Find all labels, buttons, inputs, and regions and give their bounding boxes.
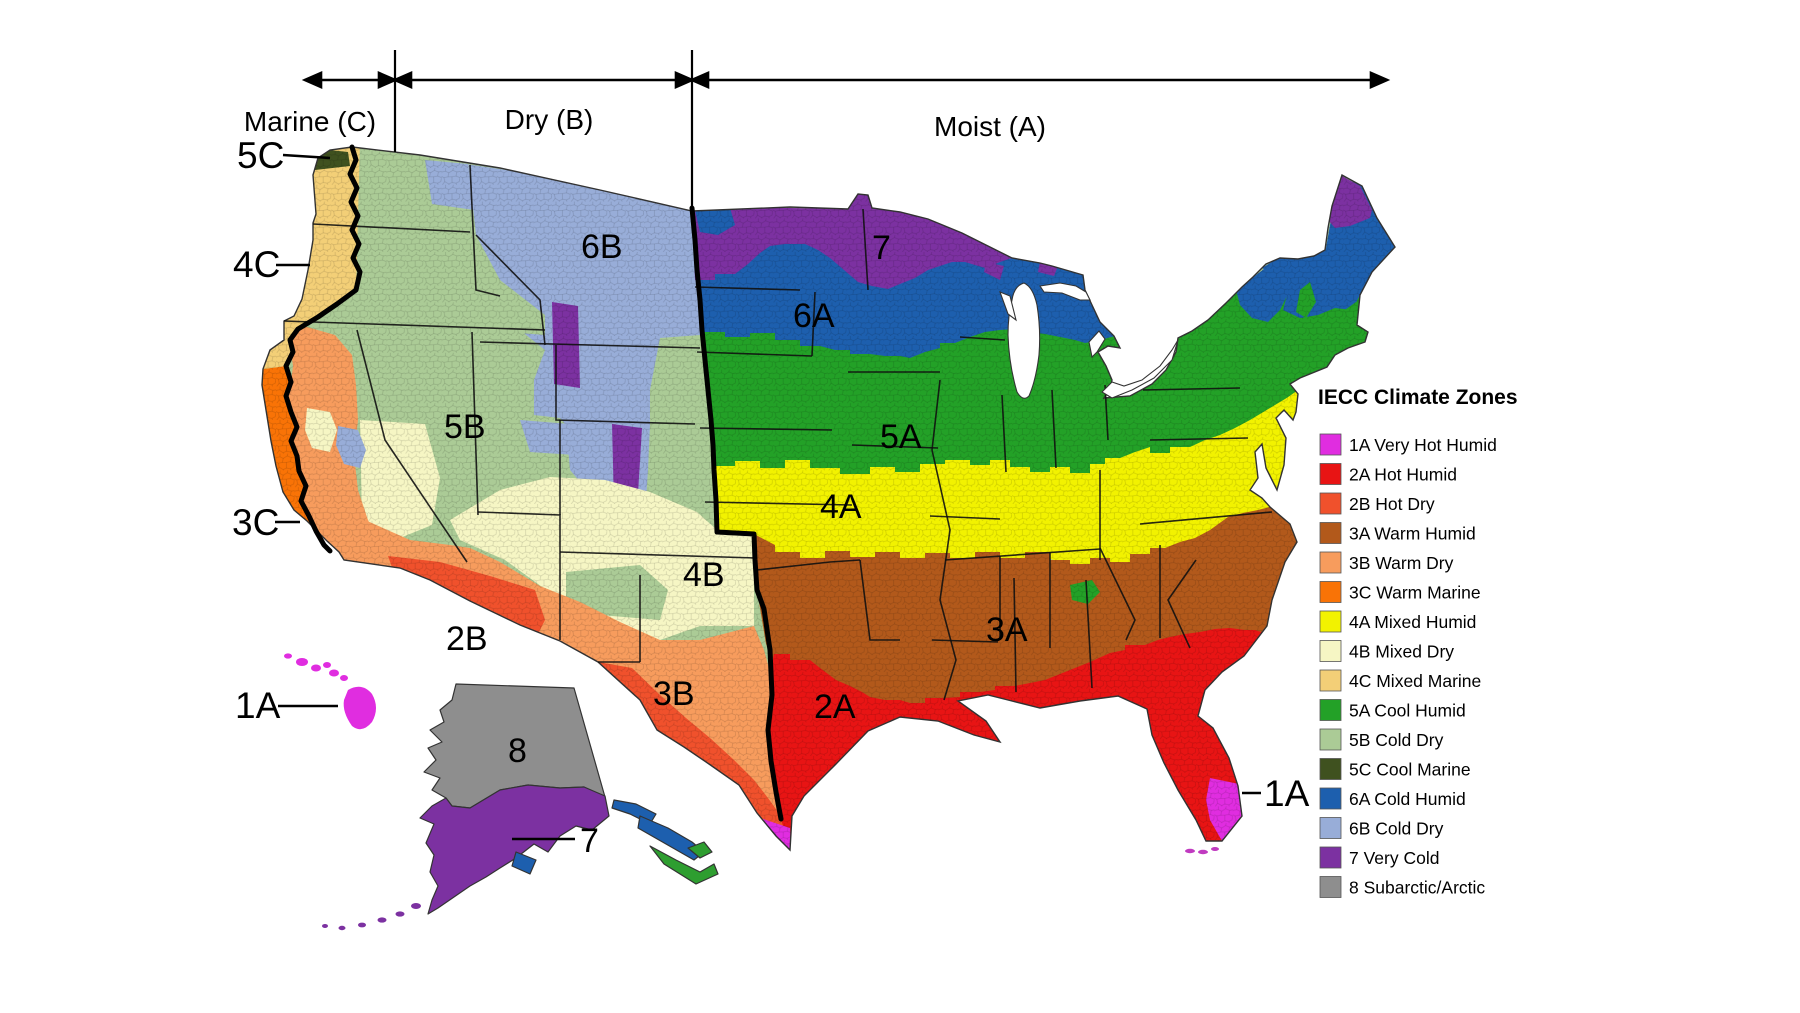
svg-text:5A: 5A [880, 418, 922, 456]
svg-text:3A: 3A [986, 611, 1028, 649]
svg-text:4B: 4B [683, 556, 725, 594]
svg-text:Marine (C): Marine (C) [244, 106, 376, 137]
svg-text:6A: 6A [793, 297, 835, 335]
svg-text:4A: 4A [820, 488, 862, 526]
svg-text:5A Cool Humid: 5A Cool Humid [1349, 701, 1466, 721]
svg-text:6B Cold Dry: 6B Cold Dry [1349, 819, 1444, 839]
svg-text:2B: 2B [446, 620, 488, 658]
svg-text:IECC Climate Zones: IECC Climate Zones [1318, 386, 1518, 409]
svg-text:Dry (B): Dry (B) [505, 104, 594, 135]
svg-text:5C Cool Marine: 5C Cool Marine [1349, 760, 1471, 780]
svg-text:7: 7 [872, 229, 891, 267]
svg-text:6A Cold Humid: 6A Cold Humid [1349, 789, 1466, 809]
svg-text:4C Mixed Marine: 4C Mixed Marine [1349, 671, 1481, 691]
svg-text:5C: 5C [237, 135, 284, 176]
svg-text:3C: 3C [232, 502, 279, 543]
svg-text:8: 8 [508, 732, 527, 770]
svg-text:2A Hot Humid: 2A Hot Humid [1349, 465, 1457, 485]
svg-text:4C: 4C [233, 244, 280, 285]
svg-text:5B Cold Dry: 5B Cold Dry [1349, 730, 1444, 750]
svg-text:3B Warm Dry: 3B Warm Dry [1349, 553, 1454, 573]
svg-text:2B Hot Dry: 2B Hot Dry [1349, 494, 1435, 514]
svg-text:1A: 1A [1264, 773, 1310, 814]
svg-text:3C Warm Marine: 3C Warm Marine [1349, 583, 1481, 603]
svg-text:1A Very Hot Humid: 1A Very Hot Humid [1349, 435, 1497, 455]
svg-text:2A: 2A [814, 688, 856, 726]
svg-text:4B Mixed Dry: 4B Mixed Dry [1349, 642, 1454, 662]
svg-text:Moist (A): Moist (A) [934, 111, 1046, 142]
svg-text:3B: 3B [653, 675, 695, 713]
svg-text:7: 7 [580, 822, 599, 860]
svg-text:8 Subarctic/Arctic: 8 Subarctic/Arctic [1349, 878, 1485, 898]
svg-text:6B: 6B [581, 228, 623, 266]
svg-text:1A: 1A [235, 685, 281, 726]
svg-text:4A Mixed Humid: 4A Mixed Humid [1349, 612, 1476, 632]
svg-text:7 Very Cold: 7 Very Cold [1349, 848, 1439, 868]
svg-text:3A Warm Humid: 3A Warm Humid [1349, 524, 1476, 544]
svg-text:5B: 5B [444, 408, 486, 446]
